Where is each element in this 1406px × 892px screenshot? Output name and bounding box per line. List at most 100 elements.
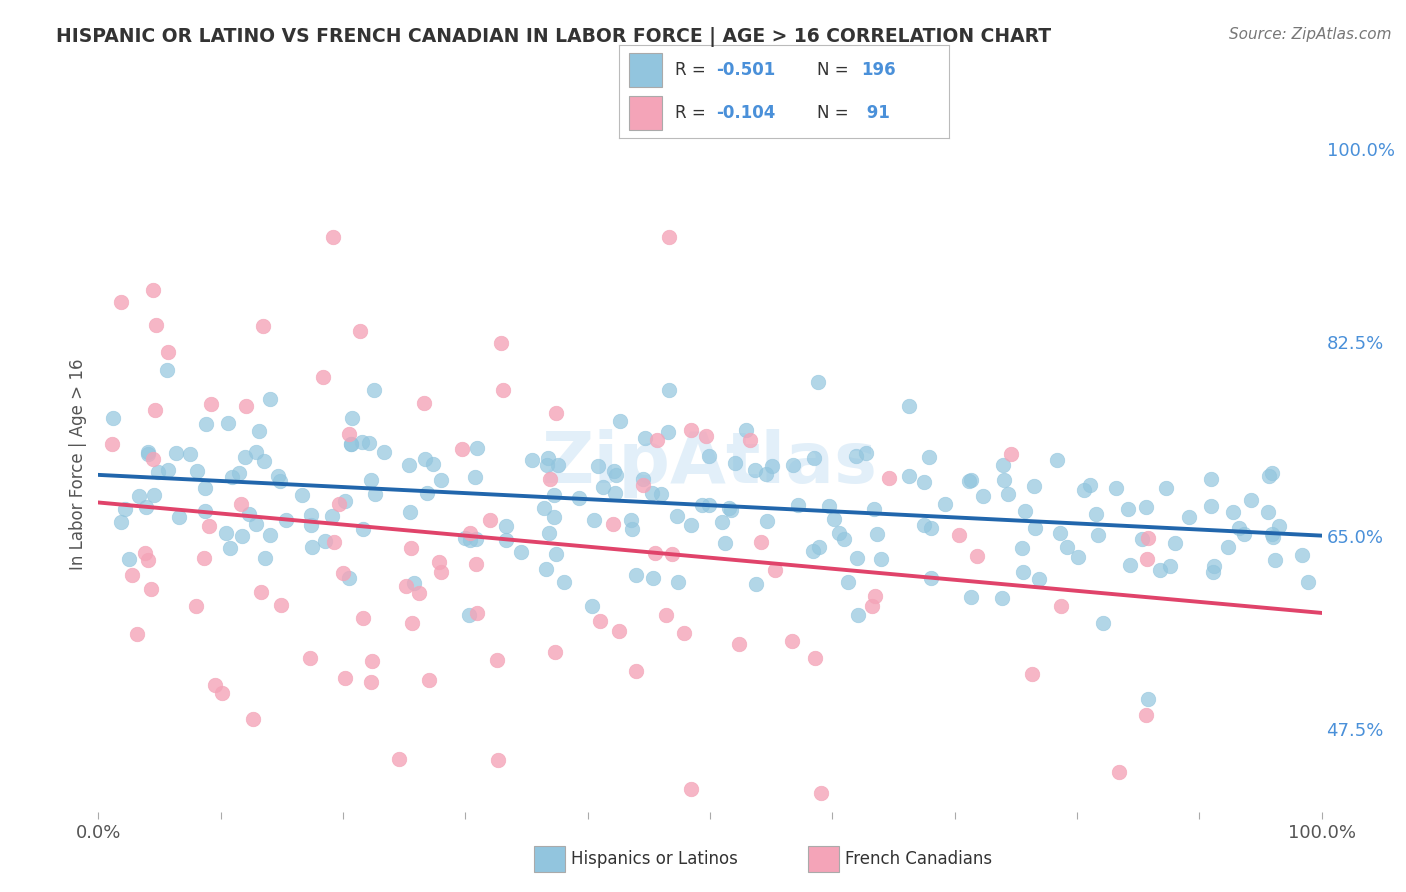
Point — [340, 410, 363, 425]
FancyBboxPatch shape — [628, 96, 662, 130]
Point — [458, 526, 481, 541]
Point — [666, 574, 689, 589]
Point — [645, 433, 668, 447]
Point — [253, 823, 276, 838]
Point — [339, 437, 361, 451]
Point — [877, 470, 900, 484]
Point — [862, 501, 884, 516]
Point — [609, 414, 631, 428]
Text: 91: 91 — [862, 104, 890, 122]
Point — [427, 556, 450, 570]
Point — [863, 589, 886, 603]
Point — [373, 444, 395, 458]
Point — [1012, 566, 1035, 580]
Point — [537, 526, 560, 541]
Point — [626, 567, 648, 582]
Point — [897, 468, 920, 483]
Point — [624, 664, 647, 678]
Point — [179, 447, 201, 461]
Point — [332, 566, 354, 580]
Text: French Canadians: French Canadians — [845, 850, 993, 868]
Point — [217, 416, 239, 430]
Point — [250, 585, 273, 599]
Point — [135, 500, 157, 515]
Point — [1137, 692, 1160, 706]
Point — [337, 571, 360, 585]
Point — [620, 513, 643, 527]
Point — [363, 383, 385, 397]
Point — [186, 599, 208, 614]
Point — [586, 458, 609, 473]
Point — [536, 458, 558, 473]
Point — [238, 507, 260, 521]
Point — [314, 534, 336, 549]
Text: -0.501: -0.501 — [716, 61, 775, 78]
Point — [755, 467, 778, 482]
Point — [934, 497, 956, 511]
Point — [399, 505, 422, 519]
Point — [266, 468, 288, 483]
Point — [156, 363, 179, 377]
Point — [1199, 472, 1222, 486]
Point — [749, 534, 772, 549]
Point — [1024, 521, 1046, 535]
Point — [229, 497, 252, 511]
Point — [810, 786, 832, 800]
Point — [186, 464, 208, 478]
Point — [1204, 558, 1226, 573]
Point — [1105, 481, 1128, 495]
Point — [845, 449, 868, 463]
Point — [959, 475, 981, 489]
Point — [352, 522, 374, 536]
Point — [100, 437, 122, 451]
Point — [252, 318, 274, 333]
Point — [298, 650, 321, 665]
Point — [1154, 481, 1177, 495]
Point — [644, 546, 666, 560]
Point — [993, 473, 1015, 487]
Point — [966, 549, 988, 563]
Point — [1137, 531, 1160, 545]
Point — [193, 481, 215, 495]
Point — [972, 489, 994, 503]
Text: ZipAtlas: ZipAtlas — [543, 429, 877, 499]
Point — [634, 431, 657, 445]
Point — [117, 551, 139, 566]
Point — [495, 519, 517, 533]
Point — [1227, 520, 1250, 534]
Point — [136, 445, 159, 459]
Point — [1028, 572, 1050, 586]
Point — [156, 345, 179, 359]
Point — [128, 489, 150, 503]
Point — [544, 547, 567, 561]
Point — [388, 752, 411, 766]
Point — [1258, 469, 1281, 483]
Point — [114, 501, 136, 516]
Point — [200, 397, 222, 411]
Point — [141, 452, 163, 467]
Point — [299, 517, 322, 532]
Point — [364, 487, 387, 501]
Point — [146, 465, 169, 479]
Point — [912, 518, 935, 533]
Point — [328, 497, 350, 511]
Point — [145, 318, 167, 332]
Point — [221, 470, 243, 484]
Point — [581, 599, 603, 613]
Point — [408, 586, 430, 600]
Point — [458, 533, 481, 548]
Point — [486, 753, 509, 767]
Y-axis label: In Labor Force | Age > 16: In Labor Force | Age > 16 — [69, 358, 87, 570]
Point — [846, 607, 869, 622]
Point — [1261, 527, 1284, 541]
Point — [492, 383, 515, 397]
Point — [866, 527, 889, 541]
Point — [756, 515, 779, 529]
Point — [1067, 550, 1090, 565]
Point — [697, 498, 720, 512]
Point — [1021, 666, 1043, 681]
Point — [720, 503, 742, 517]
Point — [897, 400, 920, 414]
Point — [422, 457, 444, 471]
Point — [745, 577, 768, 591]
